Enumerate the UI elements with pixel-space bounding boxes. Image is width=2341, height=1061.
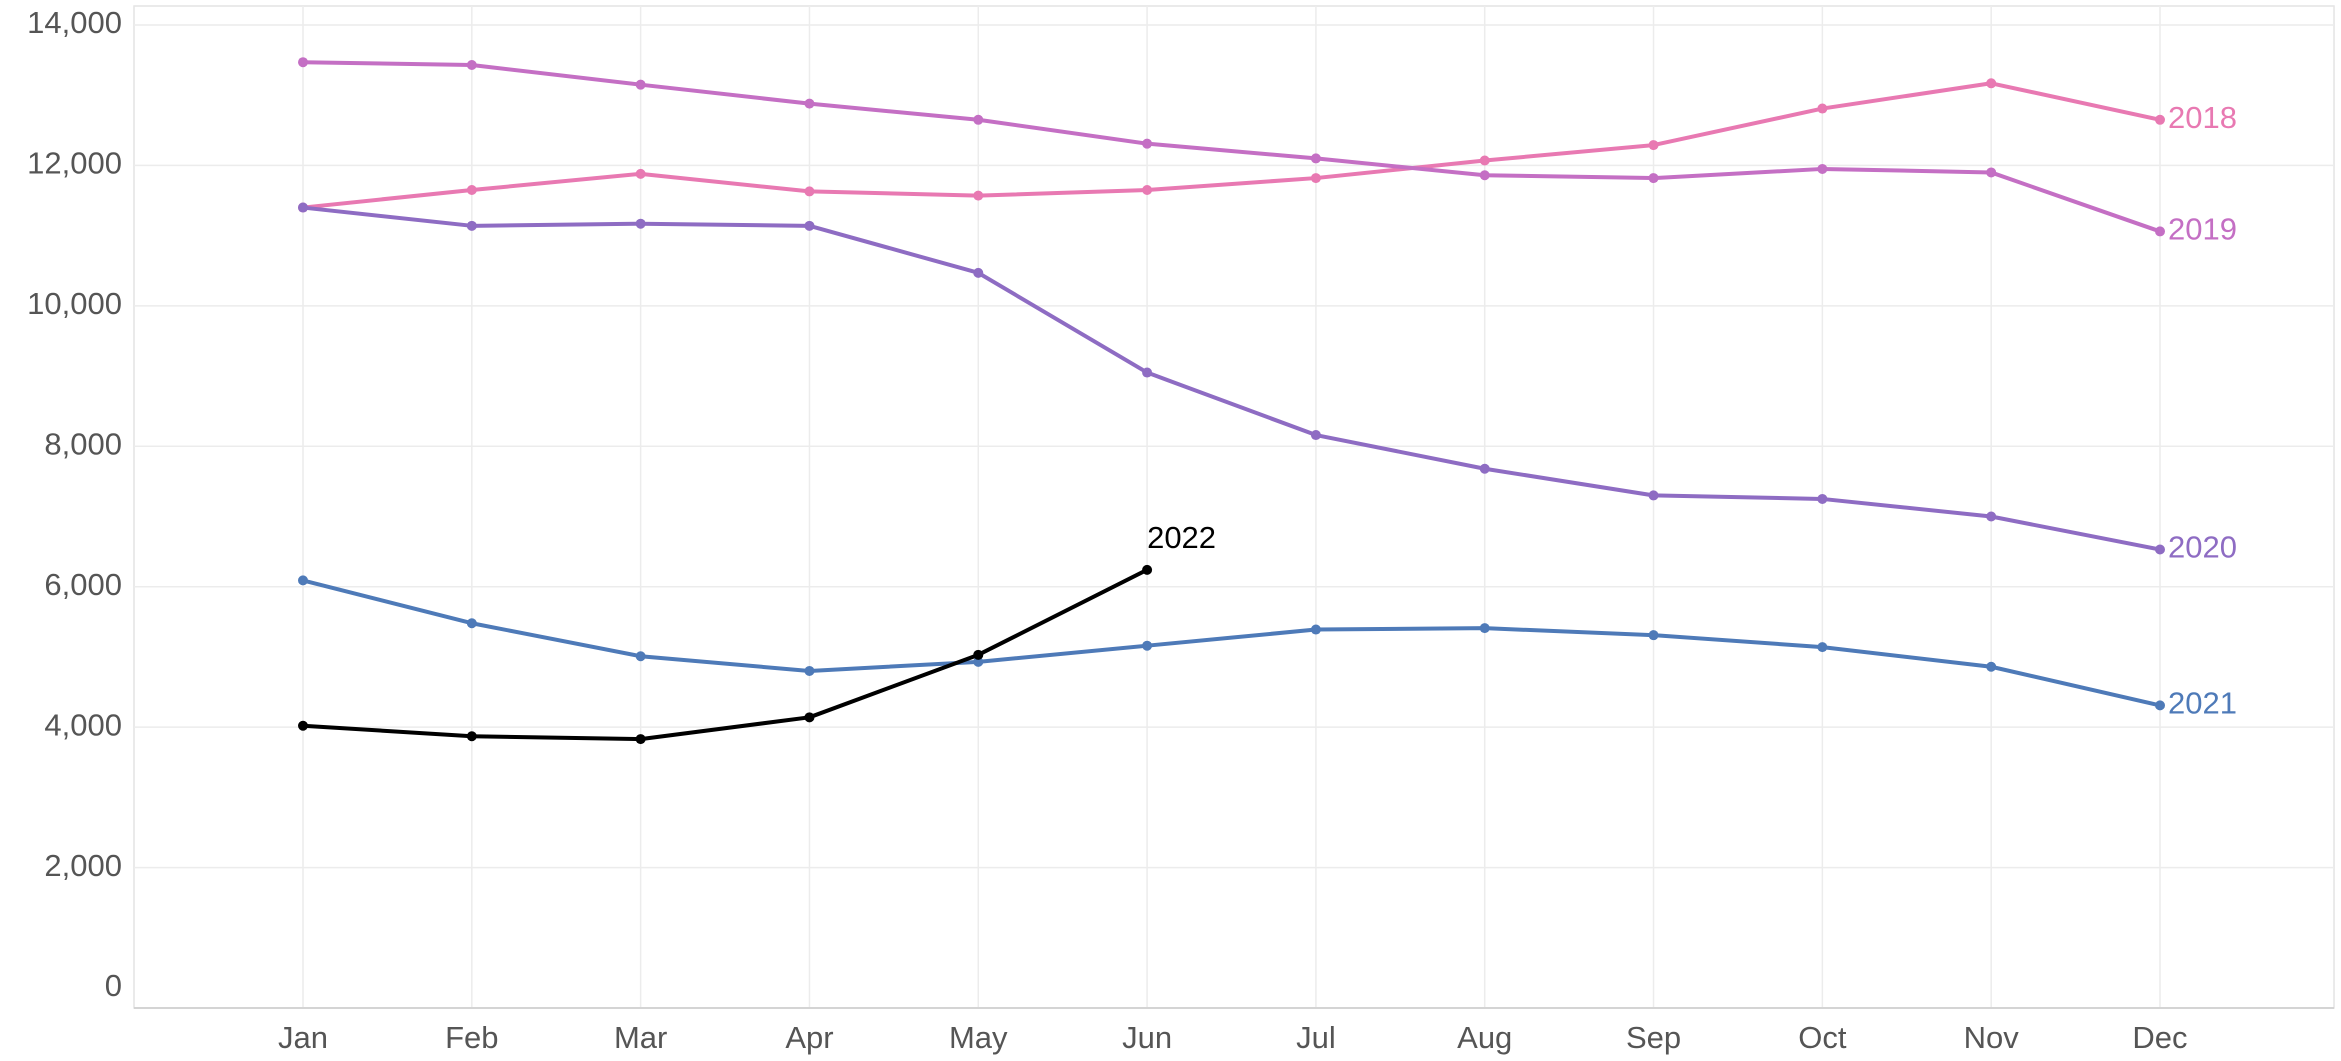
series-line xyxy=(302,60,2161,234)
data-point xyxy=(1648,173,1659,184)
data-point xyxy=(973,649,984,660)
data-point xyxy=(1817,642,1828,653)
series-line xyxy=(302,205,2161,552)
data-point xyxy=(298,575,308,586)
x-tick-label: Jun xyxy=(1122,1020,1172,1055)
y-tick-label: 8,000 xyxy=(44,426,122,461)
series-label: 2020 xyxy=(2168,530,2237,565)
x-tick-label: Feb xyxy=(445,1020,498,1055)
data-point xyxy=(466,220,477,231)
data-point xyxy=(1310,173,1321,184)
data-point xyxy=(2155,226,2165,237)
data-point xyxy=(466,731,477,742)
x-tick-label: Nov xyxy=(1964,1020,2020,1055)
data-point xyxy=(1479,170,1490,181)
data-point xyxy=(1142,564,1153,575)
y-tick-label: 12,000 xyxy=(27,146,122,181)
data-point xyxy=(2155,114,2165,125)
data-point xyxy=(1648,490,1659,501)
data-point xyxy=(1479,463,1490,474)
data-point xyxy=(804,98,815,109)
y-tick-label: 14,000 xyxy=(27,5,122,40)
data-point xyxy=(298,57,308,68)
data-point xyxy=(1817,493,1828,504)
data-point xyxy=(1648,140,1659,151)
data-point xyxy=(804,665,815,676)
series-label: 2018 xyxy=(2168,100,2237,135)
data-point xyxy=(1142,185,1153,196)
data-point xyxy=(804,220,815,231)
data-point xyxy=(2155,700,2165,711)
data-point xyxy=(1986,167,1997,178)
data-point xyxy=(1479,155,1490,166)
data-point xyxy=(635,79,646,90)
data-point xyxy=(1817,163,1828,174)
series-line xyxy=(302,578,2161,708)
data-point xyxy=(635,168,646,179)
data-point xyxy=(804,186,815,197)
data-point xyxy=(1142,640,1153,651)
series-label: 2021 xyxy=(2168,686,2237,721)
x-tick-label: Sep xyxy=(1626,1020,1681,1055)
data-point xyxy=(1986,661,1997,672)
data-point xyxy=(466,618,477,629)
series-line xyxy=(302,568,1148,742)
data-point xyxy=(1986,511,1997,522)
plot-frame xyxy=(133,5,2335,1009)
data-point xyxy=(635,651,646,662)
data-point xyxy=(635,218,646,229)
y-tick-label: 2,000 xyxy=(44,848,122,883)
data-point xyxy=(1479,623,1490,634)
y-tick-label: 0 xyxy=(105,968,122,1003)
series-label: 2022 xyxy=(1147,520,1216,555)
data-point xyxy=(973,114,984,125)
data-point xyxy=(1142,367,1153,378)
x-tick-label: Apr xyxy=(785,1020,833,1055)
x-tick-label: Jul xyxy=(1296,1020,1336,1055)
data-point xyxy=(298,202,308,213)
data-point xyxy=(973,656,984,667)
y-tick-label: 6,000 xyxy=(44,567,122,602)
series-label: 2019 xyxy=(2168,212,2237,247)
y-tick-label: 10,000 xyxy=(27,286,122,321)
series-line xyxy=(302,81,2161,210)
data-point xyxy=(1310,624,1321,635)
data-point xyxy=(1817,103,1828,114)
x-tick-label: Jan xyxy=(278,1020,328,1055)
data-point xyxy=(1986,78,1997,89)
data-point xyxy=(973,190,984,201)
x-tick-label: Mar xyxy=(614,1020,667,1055)
data-point xyxy=(635,734,646,745)
x-tick-label: Dec xyxy=(2132,1020,2187,1055)
data-point xyxy=(2155,544,2165,555)
data-point xyxy=(804,712,815,723)
data-point xyxy=(973,267,984,278)
x-tick-label: May xyxy=(949,1020,1008,1055)
y-tick-label: 4,000 xyxy=(44,707,122,742)
data-point xyxy=(466,60,477,71)
x-tick-label: Aug xyxy=(1457,1020,1512,1055)
x-tick-label: Oct xyxy=(1798,1020,1847,1055)
data-point xyxy=(298,720,308,731)
data-point xyxy=(1310,430,1321,441)
data-point xyxy=(1648,630,1659,641)
data-point xyxy=(466,185,477,196)
data-point xyxy=(1142,138,1153,149)
data-point xyxy=(1310,153,1321,164)
